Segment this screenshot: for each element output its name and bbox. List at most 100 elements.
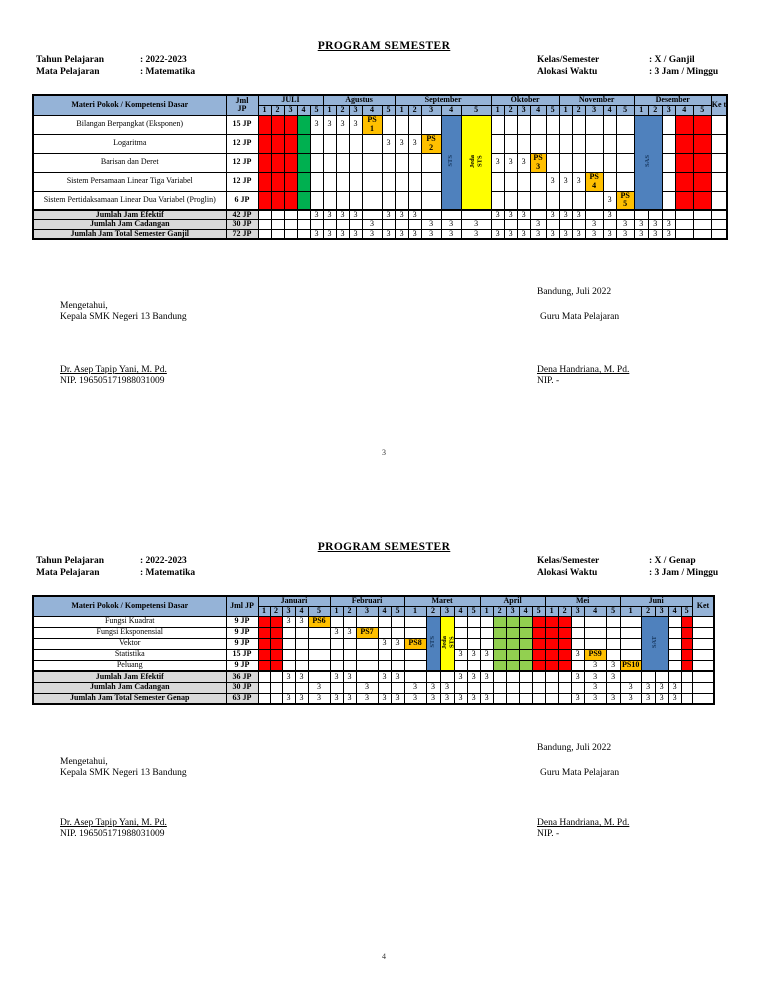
week-cell: 3 xyxy=(403,681,427,694)
week-number: 5 xyxy=(307,605,331,617)
week-cell xyxy=(571,219,586,230)
week-cell xyxy=(557,670,572,683)
week-cell: 3 xyxy=(640,681,656,694)
week-number: 3 xyxy=(516,104,531,116)
week-cell: 3 xyxy=(466,670,481,683)
week-cell xyxy=(518,615,533,628)
week-cell: 3 xyxy=(633,228,649,240)
week-cell xyxy=(466,681,481,694)
summary-jp: 30 JP xyxy=(225,219,259,230)
week-cell xyxy=(680,692,693,705)
week-cell: 3 xyxy=(654,681,669,694)
info-row: Alokasi Waktu : 3 Jam / Minggu xyxy=(537,67,718,79)
signature-left-intro: Mengetahui, Kepala SMK Negeri 13 Bandung xyxy=(60,301,187,323)
page-number: 3 xyxy=(382,448,386,457)
week-cell xyxy=(257,681,271,694)
materi-label: Statistika xyxy=(32,648,227,661)
week-cell xyxy=(270,228,285,240)
week-cell xyxy=(348,171,363,192)
ps-cell: PS 2 xyxy=(420,133,442,154)
week-cell: 3 xyxy=(335,228,350,240)
sat-cell-vertical-text: SAT xyxy=(650,635,658,649)
month-header: JULI xyxy=(257,94,324,106)
week-cell: 3 xyxy=(361,219,383,230)
mengetahui-text: Mengetahui, xyxy=(60,757,108,767)
ps-cell: PS7 xyxy=(355,626,379,639)
week-cell xyxy=(544,692,559,705)
week-cell xyxy=(667,659,682,672)
week-cell xyxy=(545,152,560,173)
week-cell: 3 xyxy=(390,692,405,705)
week-number: 1 xyxy=(403,605,427,617)
week-cell: 3 xyxy=(329,626,344,639)
week-cell xyxy=(453,637,468,650)
week-cell: 3 xyxy=(490,152,505,173)
week-cell: 3 xyxy=(654,692,669,705)
week-cell: 3 xyxy=(309,228,324,240)
jeda-sts-cell: Jeda STS xyxy=(460,114,492,211)
week-cell xyxy=(309,190,324,211)
week-cell xyxy=(531,659,546,672)
week-cell xyxy=(516,133,531,154)
week-cell xyxy=(269,626,283,639)
week-cell xyxy=(355,637,379,650)
week-cell xyxy=(619,615,642,628)
week-cell xyxy=(516,171,531,192)
week-cell: 3 xyxy=(545,209,560,221)
summary-jp: 42 JP xyxy=(225,209,259,221)
week-number: 2 xyxy=(269,605,283,617)
week-cell xyxy=(453,659,468,672)
week-number: 1 xyxy=(633,104,649,116)
week-cell xyxy=(407,190,422,211)
week-cell xyxy=(361,152,383,173)
week-cell xyxy=(503,133,518,154)
week-cell xyxy=(296,209,311,221)
week-cell xyxy=(558,152,573,173)
week-cell: 3 xyxy=(394,133,409,154)
week-cell xyxy=(667,637,682,650)
week-cell xyxy=(692,209,712,221)
week-cell xyxy=(584,133,604,154)
ket-header: Ket xyxy=(691,595,715,617)
week-cell xyxy=(257,626,271,639)
info-row: Alokasi Waktu : 3 Jam / Minggu xyxy=(537,568,718,580)
week-cell xyxy=(505,637,520,650)
week-cell xyxy=(361,171,383,192)
week-cell xyxy=(531,615,546,628)
week-number: 3 xyxy=(654,605,669,617)
week-cell xyxy=(407,219,422,230)
week-cell xyxy=(283,133,298,154)
week-cell xyxy=(281,626,296,639)
signature-right-role: Guru Mata Pelajaran xyxy=(540,312,620,322)
week-cell: 3 xyxy=(571,171,586,192)
week-cell xyxy=(654,670,669,683)
ket-cell xyxy=(691,681,715,694)
materi-label: Logaritma xyxy=(32,133,227,154)
week-cell: 3 xyxy=(615,228,635,240)
week-number: 5 xyxy=(460,104,492,116)
week-cell xyxy=(615,152,635,173)
kepala-sekolah-text: Kepala SMK Negeri 13 Bandung xyxy=(60,312,187,322)
week-cell: 3 xyxy=(503,209,518,221)
week-number: 2 xyxy=(492,605,507,617)
week-cell xyxy=(570,681,585,694)
week-cell xyxy=(479,615,494,628)
week-cell: 3 xyxy=(453,648,468,661)
week-cell xyxy=(479,681,494,694)
week-cell xyxy=(296,219,311,230)
week-cell xyxy=(492,692,507,705)
ket-cell xyxy=(710,219,728,230)
week-cell xyxy=(439,670,455,683)
week-number: 5 xyxy=(531,605,546,617)
week-cell xyxy=(544,670,559,683)
info-label: Tahun Pelajaran xyxy=(36,556,105,566)
week-number: 3 xyxy=(505,605,520,617)
ps-cell: PS 4 xyxy=(584,171,604,192)
week-cell xyxy=(381,114,396,135)
week-cell xyxy=(516,190,531,211)
week-cell xyxy=(348,152,363,173)
ket-cell xyxy=(710,228,728,240)
ket-cell xyxy=(691,659,715,672)
week-cell xyxy=(342,615,357,628)
jp-value: 9 JP xyxy=(225,615,259,628)
